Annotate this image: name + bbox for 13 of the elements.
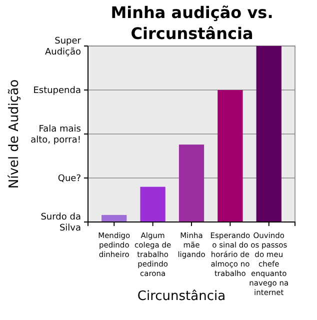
text: Que?: [58, 174, 82, 184]
text: Super Audição: [44, 36, 82, 58]
text: Nível de Audição: [7, 79, 22, 189]
bar: [256, 46, 282, 222]
text: Estupenda: [33, 86, 81, 96]
bar: [102, 214, 127, 222]
text: Surdo da Silva: [40, 212, 81, 234]
x-axis-title: Circunstância: [137, 289, 226, 304]
text: Fala mais alto, porra!: [30, 124, 82, 146]
bar: [178, 144, 204, 222]
bar: [218, 90, 243, 222]
bar: [140, 186, 166, 222]
chart-title: Minha audição vs. Circunstância: [110, 3, 274, 43]
